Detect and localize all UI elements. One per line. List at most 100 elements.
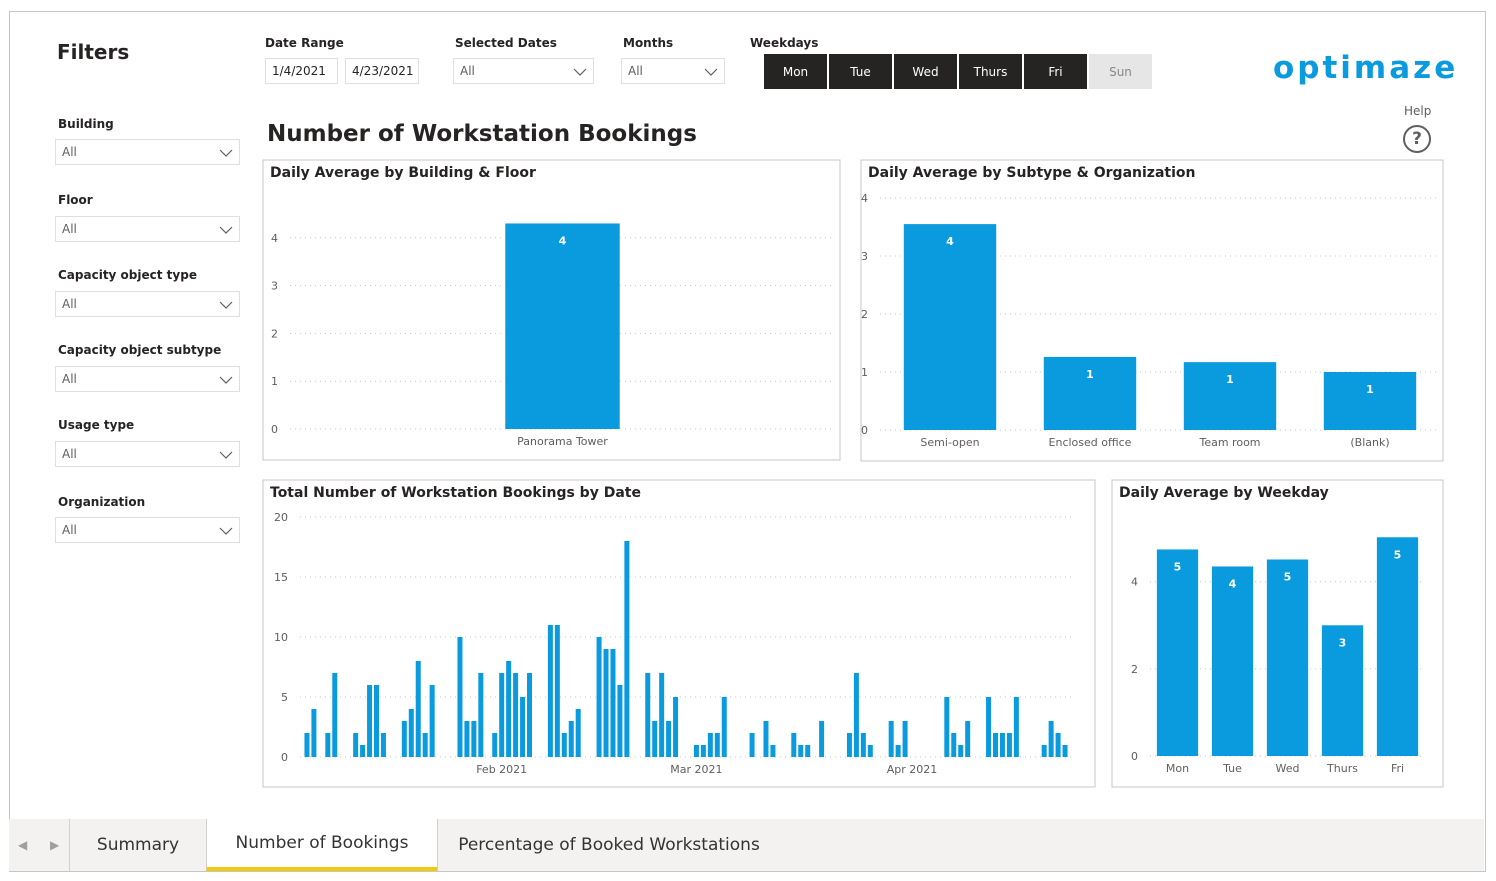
bar: [888, 721, 894, 757]
value-label: 5: [1174, 560, 1182, 573]
selected-dates-dropdown[interactable]: All: [453, 58, 594, 84]
filter-dropdown[interactable]: All: [55, 139, 240, 165]
x-tick-label: Team room: [1198, 436, 1260, 449]
bar: [1043, 356, 1137, 430]
chevron: [219, 301, 233, 309]
bar: [944, 697, 950, 757]
help-icon[interactable]: ?: [1403, 125, 1431, 153]
bar: [763, 721, 769, 757]
value-label: 3: [1339, 636, 1347, 649]
weekday-button[interactable]: Mon: [764, 54, 827, 89]
x-tick-label: Mon: [1166, 762, 1189, 775]
bar: [1041, 745, 1047, 757]
y-tick-label: 1: [861, 366, 868, 379]
weekday-button[interactable]: Sun: [1089, 54, 1152, 89]
x-tick-label: Fri: [1391, 762, 1404, 775]
bar: [652, 721, 658, 757]
bar: [1323, 372, 1417, 430]
weekday-button[interactable]: Fri: [1024, 54, 1087, 89]
y-tick-label: 3: [271, 280, 278, 293]
tab[interactable]: Number of Bookings: [206, 819, 437, 871]
bar: [1055, 733, 1061, 757]
bar: [575, 709, 581, 757]
y-tick-label: 3: [861, 250, 868, 263]
chevron: [219, 226, 233, 234]
bar: [506, 661, 512, 757]
bar: [401, 721, 407, 757]
bar: [457, 637, 463, 757]
bar: [471, 721, 477, 757]
bar: [791, 733, 797, 757]
x-tick-label: Mar 2021: [670, 763, 722, 776]
filter-dropdown[interactable]: All: [55, 366, 240, 392]
bar: [645, 673, 651, 757]
bar: [513, 673, 519, 757]
bar: [520, 697, 526, 757]
date-range-label: Date Range: [265, 36, 344, 50]
y-tick-label: 20: [274, 511, 288, 524]
tab[interactable]: Percentage of Booked Workstations: [437, 819, 780, 871]
tab[interactable]: Summary: [69, 819, 206, 871]
bar: [951, 733, 957, 757]
bar: [903, 224, 997, 430]
x-tick-label: Tue: [1222, 762, 1242, 775]
bar: [1048, 721, 1054, 757]
date-start[interactable]: 1/4/2021: [265, 58, 338, 84]
x-tick-label: Enclosed office: [1049, 436, 1132, 449]
filter-dropdown[interactable]: All: [55, 441, 240, 467]
y-tick-label: 15: [274, 571, 288, 584]
chart-title: Total Number of Workstation Bookings by …: [270, 485, 641, 501]
bar: [666, 721, 672, 757]
y-tick-label: 2: [1131, 663, 1138, 676]
bar: [895, 745, 901, 757]
page-title: Number of Workstation Bookings: [267, 121, 697, 147]
y-tick-label: 0: [861, 424, 868, 437]
chevron: [219, 451, 233, 459]
bar: [749, 733, 755, 757]
date-end[interactable]: 4/23/2021: [345, 58, 419, 84]
bar: [561, 733, 567, 757]
bar: [1183, 362, 1277, 430]
y-tick-label: 5: [281, 691, 288, 704]
months-label: Months: [623, 36, 674, 50]
bar: [568, 721, 574, 757]
bar: [902, 721, 908, 757]
x-tick-label: (Blank): [1350, 436, 1389, 449]
y-tick-label: 0: [1131, 750, 1138, 763]
next-arrow[interactable]: ▶: [50, 838, 60, 852]
bar: [478, 673, 484, 757]
bar: [527, 673, 533, 757]
bar: [374, 685, 380, 757]
bar: [1321, 625, 1364, 756]
y-tick-label: 0: [271, 423, 278, 436]
bar: [860, 733, 866, 757]
filters-title: Filters: [57, 40, 130, 64]
value-label: 5: [1284, 570, 1292, 583]
weekday-button[interactable]: Thurs: [959, 54, 1022, 89]
bar: [304, 733, 310, 757]
bar: [554, 625, 560, 757]
bar: [505, 223, 620, 429]
value-label: 1: [1226, 373, 1234, 386]
chart-title: Daily Average by Weekday: [1119, 485, 1329, 501]
x-tick-label: Thurs: [1326, 762, 1358, 775]
filter-dropdown[interactable]: All: [55, 216, 240, 242]
months-dropdown[interactable]: All: [621, 58, 725, 84]
bar: [596, 637, 602, 757]
value-label: 4: [1229, 577, 1237, 590]
filter-dropdown[interactable]: All: [55, 517, 240, 543]
bar: [1376, 537, 1419, 756]
bar: [603, 649, 609, 757]
bar: [846, 733, 852, 757]
bar: [798, 745, 804, 757]
chevron: [219, 149, 233, 157]
filter-dropdown[interactable]: All: [55, 291, 240, 317]
bar: [1006, 733, 1012, 757]
bar: [408, 709, 414, 757]
prev-arrow[interactable]: ◀: [18, 838, 28, 852]
weekday-button[interactable]: Tue: [829, 54, 892, 89]
weekday-button[interactable]: Wed: [894, 54, 957, 89]
y-tick-label: 2: [861, 308, 868, 321]
filter-label: Floor: [58, 193, 93, 207]
